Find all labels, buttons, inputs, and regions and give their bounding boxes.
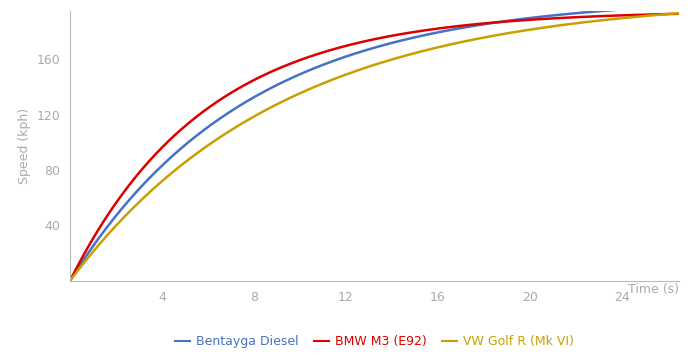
Legend: Bentayga Diesel, BMW M3 (E92), VW Golf R (Mk VI): Bentayga Diesel, BMW M3 (E92), VW Golf R…	[170, 330, 579, 353]
Text: Time (s): Time (s)	[628, 284, 679, 297]
Y-axis label: Speed (kph): Speed (kph)	[18, 108, 31, 184]
